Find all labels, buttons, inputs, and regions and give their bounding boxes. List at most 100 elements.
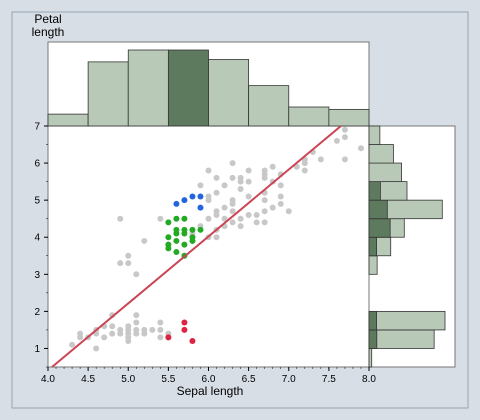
data-point — [101, 334, 108, 341]
x-tick-label: 5.0 — [121, 374, 135, 385]
top-histogram — [47, 49, 370, 127]
data-point — [181, 197, 188, 204]
y-histogram-bar — [368, 144, 394, 164]
data-point — [229, 219, 236, 226]
data-point — [181, 326, 188, 333]
x-histogram-bar — [288, 106, 330, 127]
data-point — [213, 208, 220, 215]
y-tick-label: 5 — [34, 196, 40, 207]
y-tick-label: 1 — [34, 344, 40, 355]
x-histogram-bar — [167, 49, 209, 127]
x-tick-label: 5.5 — [161, 374, 175, 385]
x-histogram-bar — [208, 59, 250, 127]
data-point — [197, 204, 204, 211]
y-histogram-bar — [368, 162, 402, 183]
y-tick-label: 4 — [34, 233, 40, 244]
y-histogram-bar-selected — [368, 310, 377, 331]
x-tick-label: 7.0 — [282, 374, 296, 385]
data-point — [237, 223, 244, 230]
data-point — [109, 330, 116, 337]
data-point — [357, 145, 364, 152]
data-point — [133, 326, 140, 333]
y-tick-label: 6 — [34, 159, 40, 170]
data-point — [141, 326, 148, 333]
data-point — [229, 197, 236, 204]
data-point — [157, 326, 164, 333]
data-point — [221, 182, 228, 189]
data-point — [93, 345, 100, 352]
data-point — [301, 167, 308, 174]
data-point — [261, 167, 268, 174]
data-point — [253, 211, 260, 218]
data-point — [197, 226, 204, 233]
data-point — [229, 208, 236, 215]
data-point — [173, 230, 180, 237]
data-point — [341, 134, 348, 141]
data-point — [221, 204, 228, 211]
data-point — [173, 200, 180, 207]
data-point — [165, 219, 172, 226]
data-point — [125, 323, 132, 330]
data-point — [133, 319, 140, 326]
data-point — [197, 182, 204, 189]
data-point — [157, 319, 164, 326]
y-histogram-bar — [368, 310, 446, 331]
y-histogram-bar-selected — [368, 329, 378, 349]
data-point — [213, 174, 220, 181]
fit-line — [51, 125, 342, 368]
x-histogram-bar — [328, 108, 370, 127]
data-point — [205, 215, 212, 222]
data-point — [277, 182, 284, 189]
data-point — [125, 252, 132, 259]
data-point — [125, 260, 132, 267]
data-point — [189, 226, 196, 233]
x-histogram-bar — [87, 61, 129, 127]
x-tick-label: 4.0 — [41, 374, 55, 385]
data-point — [205, 193, 212, 200]
data-point — [277, 193, 284, 200]
data-point — [69, 341, 76, 348]
data-point — [141, 237, 148, 244]
x-tick-label: 6.5 — [242, 374, 256, 385]
data-point — [205, 167, 212, 174]
x-histogram-bar — [127, 49, 169, 127]
data-point — [133, 271, 140, 278]
data-point — [261, 197, 268, 204]
data-point — [237, 186, 244, 193]
data-point — [213, 189, 220, 196]
data-point — [245, 211, 252, 218]
data-point — [317, 156, 324, 163]
x-axis: 4.0 4.5 5.0 5.5 6.0 6.5 7.0 7.5 8.0 — [41, 367, 376, 385]
y-axis: 1 2 3 4 5 6 7 — [34, 122, 48, 368]
data-point — [165, 234, 172, 241]
data-point — [237, 215, 244, 222]
data-point — [221, 215, 228, 222]
y-histogram-bar-selected — [368, 199, 388, 220]
x-tick-label: 8.0 — [362, 374, 376, 385]
y-tick-label: 3 — [34, 270, 40, 281]
y-axis-label: Petal length — [31, 12, 65, 39]
data-point — [173, 249, 180, 256]
data-point — [269, 163, 276, 170]
data-point — [277, 200, 284, 207]
y-histogram-bar-selected — [368, 236, 377, 257]
data-point — [181, 241, 188, 248]
scatter-points — [69, 126, 364, 352]
y-histogram-bar — [368, 348, 373, 368]
outer-border — [11, 11, 469, 409]
data-point — [109, 323, 116, 330]
y-histogram-bar — [368, 329, 435, 349]
x-axis-label: Sepal length — [176, 384, 244, 398]
data-point — [245, 178, 252, 185]
data-point — [261, 208, 268, 215]
data-point — [117, 326, 124, 333]
data-point — [165, 245, 172, 252]
data-point — [333, 137, 340, 144]
data-point — [189, 193, 196, 200]
data-point — [149, 326, 156, 333]
data-point — [261, 219, 268, 226]
data-point — [245, 193, 252, 200]
data-point — [165, 334, 172, 341]
